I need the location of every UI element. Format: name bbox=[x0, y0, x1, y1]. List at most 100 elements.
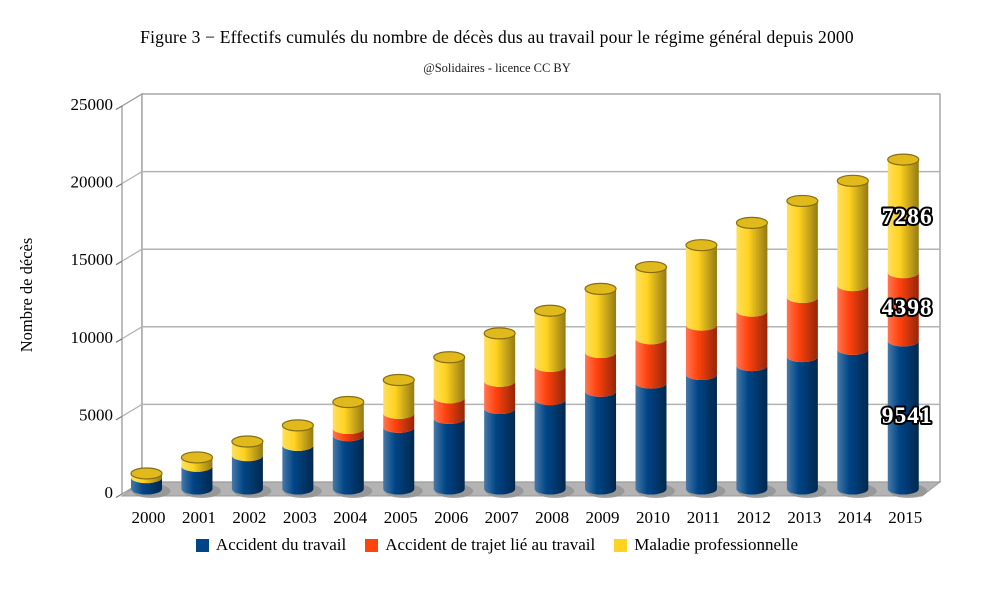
bar-2008-segment-maladie-professionnelle bbox=[534, 310, 566, 372]
bar-2002 bbox=[231, 435, 264, 495]
bar-2014-segment-accident-du-travail bbox=[837, 349, 869, 495]
bar-2015-segment-accident-de-trajet-lie-au-travail bbox=[887, 272, 919, 347]
bar-2007 bbox=[483, 327, 516, 495]
bar-2005-top-cap bbox=[382, 373, 415, 387]
bar-2009-segment-accident-du-travail bbox=[585, 391, 617, 495]
legend-label: Maladie professionnelle bbox=[634, 535, 799, 554]
chart-subtitle: @Solidaires - licence CC BY bbox=[423, 61, 571, 75]
legend-swatch-accident-de-trajet-lie-au-travail bbox=[365, 538, 379, 552]
bar-2014-segment-accident-de-trajet-lie-au-travail bbox=[837, 285, 869, 355]
bar-2008-top-cap bbox=[533, 304, 567, 317]
bar-2010-segment-accident-du-travail bbox=[635, 383, 667, 495]
chart-floor bbox=[120, 481, 942, 497]
y-tick bbox=[115, 183, 123, 188]
x-tick-label: 2010 bbox=[636, 508, 670, 527]
chart-title: Figure 3 − Effectifs cumulés du nombre d… bbox=[140, 27, 854, 47]
bar-2001-segment-accident-du-travail bbox=[181, 466, 213, 495]
bar-2002-segment-accident-du-travail bbox=[231, 455, 263, 495]
bar-2010-top-cap bbox=[634, 260, 668, 274]
bar-2009-segment-maladie-professionnelle bbox=[585, 288, 617, 359]
bar-2011-top-cap bbox=[685, 239, 718, 252]
x-tick-label: 2013 bbox=[787, 508, 821, 527]
bar-2012-segment-maladie-professionnelle bbox=[736, 222, 768, 317]
bar-2013-top-cap bbox=[786, 194, 819, 208]
gridline-wall bbox=[121, 248, 143, 262]
legend-swatch-accident-du-travail bbox=[195, 538, 209, 552]
bar-2012 bbox=[735, 216, 769, 495]
bar-2003 bbox=[281, 419, 314, 495]
bar-2013-segment-accident-du-travail bbox=[786, 356, 818, 495]
y-tick-label: 5000 bbox=[79, 405, 113, 424]
bar-2011-segment-maladie-professionnelle bbox=[685, 245, 717, 331]
bar-2006 bbox=[433, 351, 466, 495]
x-tick-label: 2015 bbox=[888, 508, 922, 527]
bar-2015-top-cap bbox=[887, 153, 920, 166]
y-tick-label: 15000 bbox=[71, 250, 114, 269]
bar-2008-segment-accident-de-trajet-lie-au-travail bbox=[534, 366, 566, 406]
x-tick-label: 2004 bbox=[333, 508, 368, 527]
y-tick bbox=[115, 260, 123, 266]
y-tick bbox=[115, 415, 123, 421]
bar-2013-segment-maladie-professionnelle bbox=[786, 200, 818, 303]
bar-2009-segment-accident-de-trajet-lie-au-travail bbox=[585, 352, 617, 397]
legend-swatch-maladie-professionnelle bbox=[614, 538, 628, 552]
y-tick bbox=[115, 338, 123, 343]
bar-2003-top-cap bbox=[281, 419, 314, 432]
bar-2013 bbox=[786, 194, 819, 495]
bar-2014-segment-maladie-professionnelle bbox=[837, 180, 869, 292]
bar-2001 bbox=[180, 451, 214, 495]
x-tick-label: 2007 bbox=[485, 508, 520, 527]
bar-2001-top-cap bbox=[180, 451, 214, 464]
data-label-9541: 9541 bbox=[882, 403, 933, 429]
x-tick-label: 2012 bbox=[737, 508, 771, 527]
left-wall bbox=[121, 92, 143, 496]
bar-2004-segment-maladie-professionnelle bbox=[332, 401, 364, 435]
bar-2000 bbox=[130, 467, 163, 495]
x-tick-label: 2005 bbox=[384, 508, 418, 527]
bar-2002-top-cap bbox=[231, 435, 264, 448]
legend-label: Accident du travail bbox=[215, 535, 347, 554]
bar-2012-segment-accident-du-travail bbox=[736, 365, 768, 495]
bar-2006-segment-accident-de-trajet-lie-au-travail bbox=[433, 397, 465, 424]
x-tick-label: 2002 bbox=[232, 508, 266, 527]
x-tick-label: 2001 bbox=[182, 508, 216, 527]
bar-2010-segment-maladie-professionnelle bbox=[635, 267, 667, 345]
legend-item-accident-du-travail: Accident du travail bbox=[195, 535, 347, 555]
bar-2003-segment-accident-du-travail bbox=[282, 445, 314, 495]
x-tick-label: 2006 bbox=[434, 508, 468, 527]
bar-2006-segment-maladie-professionnelle bbox=[433, 357, 465, 404]
y-tick-label: 0 bbox=[105, 483, 114, 502]
legend-item-maladie-professionnelle: Maladie professionnelle bbox=[614, 535, 798, 555]
x-tick-label: 2008 bbox=[535, 508, 569, 527]
data-label-7286: 7286 bbox=[882, 204, 933, 230]
x-tick-label: 2011 bbox=[687, 508, 720, 527]
bar-2010-segment-accident-de-trajet-lie-au-travail bbox=[635, 338, 667, 389]
bar-2014 bbox=[836, 174, 869, 495]
x-tick-label: 2014 bbox=[838, 508, 873, 527]
data-label-4398: 4398 bbox=[882, 295, 933, 321]
bar-2015 bbox=[887, 153, 920, 495]
x-tick-label: 2003 bbox=[283, 508, 317, 527]
bar-2001-segment-maladie-professionnelle bbox=[181, 457, 213, 472]
bar-2007-segment-accident-de-trajet-lie-au-travail bbox=[484, 381, 516, 414]
bar-2011-segment-accident-du-travail bbox=[685, 374, 717, 495]
bar-2005-segment-accident-du-travail bbox=[383, 427, 415, 495]
y-tick-label: 10000 bbox=[71, 328, 114, 347]
bar-2005-segment-maladie-professionnelle bbox=[383, 380, 415, 419]
y-tick-label: 25000 bbox=[71, 95, 114, 114]
x-tick-label: 2000 bbox=[132, 508, 166, 527]
bar-2013-segment-accident-de-trajet-lie-au-travail bbox=[786, 297, 818, 363]
bar-2011-segment-accident-de-trajet-lie-au-travail bbox=[685, 325, 717, 381]
bar-2006-top-cap bbox=[433, 351, 466, 364]
gridline-wall bbox=[121, 171, 143, 185]
y-tick bbox=[115, 105, 123, 111]
bar-2004-top-cap bbox=[332, 395, 365, 409]
bar-2011 bbox=[685, 239, 718, 495]
bar-2005-segment-accident-de-trajet-lie-au-travail bbox=[383, 413, 415, 433]
bar-2007-top-cap bbox=[483, 327, 516, 340]
gridline-wall bbox=[121, 403, 143, 417]
bar-2006-segment-accident-du-travail bbox=[433, 418, 465, 495]
bar-2004-segment-accident-du-travail bbox=[332, 435, 364, 495]
